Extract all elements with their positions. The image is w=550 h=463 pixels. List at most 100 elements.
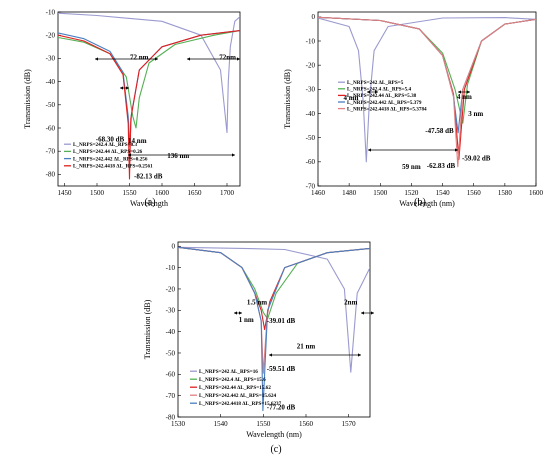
legend-entry: L_NRPS=242.4418 ΔL_RPS=5.3784 [347,106,427,112]
x-tick-label: 1520 [404,189,419,197]
y-tick-label: -30 [46,55,56,63]
legend-entry: L_NRPS=242 ΔL_RPS=16 [199,369,258,375]
x-tick-label: 1570 [342,420,357,428]
panel-label: (a) [144,197,155,208]
arrowhead [237,57,240,61]
arrowhead [239,311,242,315]
legend-entry: L_NRPS=242.442 ΔL_RPS=0.256 [73,156,148,162]
legend-entry: L_NRPS=242.44 ΔL_RPS=0.26 [73,149,143,155]
chart-panel-3: 1530 1540 1550 1560 1570 0 -10 -20 -30 -40 -50 -60 -… [143,241,371,439]
series-line-1 [178,246,370,373]
x-axis-label: Wavelength [130,199,168,208]
x-tick-label: 1540 [214,420,229,428]
arrowhead [367,90,370,94]
annotation-label: 136 nm [167,152,189,160]
y-tick-label: -60 [166,371,176,379]
series-line-3 [58,30,240,148]
y-tick-label: -70 [166,392,176,400]
annotation-label: -47.58 dB [425,127,454,135]
x-tick-label: 1500 [90,189,105,197]
y-tick-label: -60 [46,124,56,132]
panel-label: (b) [414,197,426,208]
y-tick-label: -10 [166,264,176,272]
chart-panel-2: 1460 1480 1500 1520 1540 1560 1580 1600 0 -10 -20 -… [283,11,544,208]
annotation-label: -77.20 dB [267,404,296,412]
y-tick-label: -30 [306,86,316,94]
arrowhead [455,148,458,152]
annotation-label: 1.5 nm [247,299,267,307]
x-tick-label: 1460 [311,189,326,197]
arrowhead [458,90,461,94]
arrowhead [95,57,98,61]
arrowhead [467,90,470,94]
y-tick-label: -50 [46,101,56,109]
plot-frame [177,241,371,418]
annotation-label: -59.02 dB [462,155,491,163]
arrowhead [128,153,131,157]
legend-entry: L_NRPS=242.44 ΔL_RPS=5.38 [347,93,417,99]
arrowhead [358,353,361,357]
annotation-label: 21 nm [297,343,316,351]
annotation-label: 4 nm [457,93,472,101]
annotation-label: -62.83 dB [427,162,456,170]
x-tick-label: 1560 [299,420,314,428]
legend-entry: L_NRPS=242.4418 ΔL_RPS=0.2561 [73,164,153,170]
legend-entry: L_NRPS=242.4 ΔL_RPS=15.6 [199,377,266,383]
arrowhead [155,57,158,61]
series-line-5 [318,16,536,168]
y-tick-label: -50 [306,134,316,142]
annotation-label: 72 nm [130,54,149,62]
arrowhead [269,353,272,357]
y-axis-label: Transmission (dB) [143,299,152,359]
x-tick-label: 1650 [188,189,203,197]
annotation-label: 4 nm [344,94,359,102]
x-tick-label: 1580 [498,189,513,197]
annotation-label: -39.01 dB [267,317,296,325]
series-line-5 [178,246,370,412]
y-tick-label: -10 [306,37,316,45]
x-axis-label: Wavelength (nm) [246,430,302,439]
annotation-label: 72nm [219,54,236,62]
annotation-label: -68.30 dB [96,135,125,143]
annotation-label: 2nm [344,299,357,307]
arrowhead [368,148,371,152]
chart-panel-1: 1450 1500 1550 1600 1650 1700 -10 -20 -30 -40 -50 -… [23,8,241,208]
y-tick-label: 0 [172,243,176,251]
arrowhead [120,86,123,90]
y-tick-label: -60 [306,158,316,166]
annotation-label: 59 nm [402,163,421,171]
legend-entry: L_NRPS=242.442 ΔL_RPS=5.379 [347,100,422,106]
arrowhead [375,90,378,94]
annotation-label: 3 nm [468,110,483,118]
y-tick-label: -70 [306,182,316,190]
arrowhead [126,86,129,90]
legend-entry: L_NRPS=242.4418 ΔL_RPS=15.6237 [199,401,282,407]
y-tick-label: -20 [306,61,316,69]
legend-entry: L_NRPS=242 ΔL_RPS=5 [347,80,404,86]
y-tick-label: -50 [166,349,176,357]
x-tick-label: 1600 [529,189,544,197]
y-tick-label: -80 [46,171,56,179]
x-tick-label: 1540 [436,189,451,197]
y-tick-label: 0 [312,13,316,21]
y-tick-label: -20 [166,285,176,293]
y-tick-label: -70 [46,148,56,156]
arrowhead [371,311,374,315]
y-tick-label: -30 [166,307,176,315]
x-tick-label: 1500 [373,189,388,197]
annotation-label: -82.13 dB [134,172,163,180]
arrowhead [234,311,237,315]
y-tick-label: -40 [306,110,316,118]
series-line-2 [58,30,240,129]
legend-entry: L_NRPS=242.4 ΔL_RPS=5.4 [347,87,411,93]
y-tick-label: -80 [166,413,176,421]
x-tick-label: 1450 [58,189,73,197]
y-axis-label: Transmission (dB) [23,69,32,129]
x-tick-label: 1480 [342,189,357,197]
plot-frame [57,11,241,187]
plot-frame [317,11,537,187]
x-axis-label: Wavelength (nm) [399,199,455,208]
annotation-label: 1 nm [239,316,254,324]
x-tick-label: 1530 [171,420,186,428]
